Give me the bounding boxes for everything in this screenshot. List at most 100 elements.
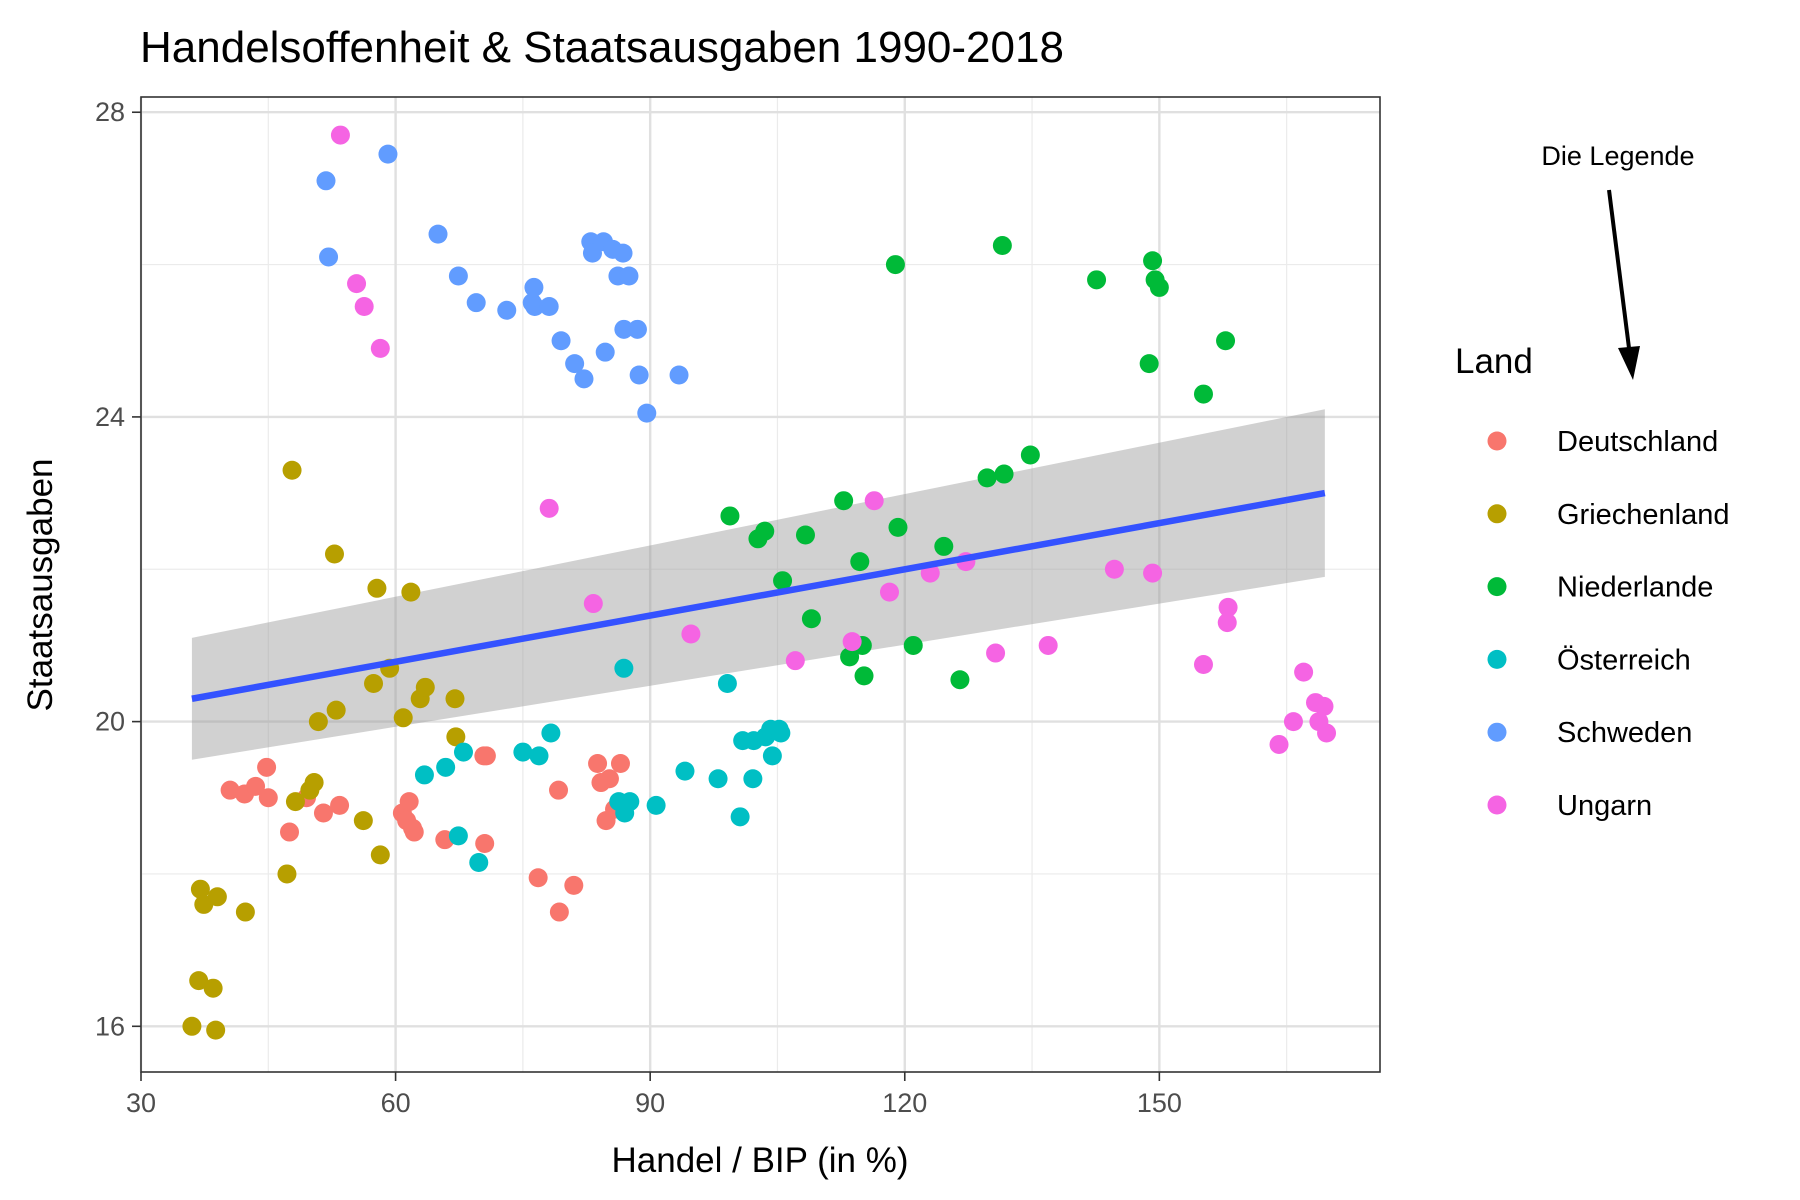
- x-tick-label: 120: [882, 1088, 927, 1118]
- legend-title: Land: [1455, 342, 1533, 381]
- y-tick-label: 24: [95, 402, 125, 432]
- data-point: [1314, 696, 1334, 716]
- data-point: [235, 902, 255, 922]
- data-point: [1143, 563, 1163, 583]
- data-point: [574, 369, 594, 389]
- data-point: [903, 635, 923, 655]
- plot-panel: [141, 97, 1380, 1072]
- data-point: [708, 769, 728, 789]
- data-point: [324, 544, 344, 564]
- data-point: [466, 293, 486, 313]
- data-point: [401, 582, 421, 602]
- y-tick-label: 28: [95, 97, 125, 127]
- data-point: [627, 319, 647, 339]
- data-point: [525, 296, 545, 316]
- data-point: [326, 700, 346, 720]
- legend-label: Griechenland: [1557, 499, 1730, 531]
- data-point: [308, 712, 328, 732]
- data-point: [720, 506, 740, 526]
- data-point: [885, 255, 905, 275]
- data-point: [646, 795, 666, 815]
- data-point: [529, 746, 549, 766]
- data-point: [551, 331, 571, 351]
- data-point: [182, 1016, 202, 1036]
- data-point: [539, 498, 559, 518]
- data-point: [629, 365, 649, 385]
- data-point: [513, 742, 533, 762]
- data-point: [370, 845, 390, 865]
- data-point: [762, 746, 782, 766]
- data-point: [1216, 331, 1236, 351]
- data-point: [1143, 251, 1163, 271]
- x-tick-label: 30: [126, 1088, 156, 1118]
- data-point: [934, 536, 954, 556]
- data-point: [541, 723, 561, 743]
- data-point: [842, 632, 862, 652]
- annotation-arrow: [1607, 189, 1640, 380]
- data-point: [614, 658, 634, 678]
- legend-key: [1487, 795, 1507, 815]
- data-point: [879, 582, 899, 602]
- data-point: [354, 296, 374, 316]
- data-point: [840, 647, 860, 667]
- data-point: [304, 773, 324, 793]
- x-axis: 30 60 90 120 150: [126, 1072, 1182, 1118]
- data-point: [669, 365, 689, 385]
- data-point: [316, 171, 336, 191]
- data-point: [367, 578, 387, 598]
- data-point: [469, 853, 489, 873]
- chart-title: Handelsoffenheit & Staatsausgaben 1990-2…: [140, 23, 1064, 72]
- y-tick-label: 16: [95, 1011, 125, 1041]
- data-point: [565, 354, 585, 374]
- data-point: [1020, 445, 1040, 465]
- data-point: [1104, 559, 1124, 579]
- data-point: [1087, 270, 1107, 290]
- data-point: [393, 708, 413, 728]
- x-axis-title: Handel / BIP (in %): [612, 1141, 909, 1180]
- data-point: [549, 780, 569, 800]
- data-point: [1294, 662, 1314, 682]
- data-point: [539, 296, 559, 316]
- data-point: [1139, 354, 1159, 374]
- data-point: [528, 868, 548, 888]
- data-point: [613, 243, 633, 263]
- annotation-label: Die Legende: [1541, 141, 1694, 171]
- data-point: [610, 754, 630, 774]
- data-point: [497, 300, 517, 320]
- data-point: [743, 769, 763, 789]
- confidence-band: [191, 409, 1325, 760]
- data-point: [448, 266, 468, 286]
- plot-border: [140, 96, 1381, 1073]
- data-point: [864, 491, 884, 511]
- data-point: [330, 795, 350, 815]
- legend-label: Ungarn: [1557, 790, 1652, 822]
- legend-key: [1487, 577, 1507, 597]
- data-point: [364, 674, 384, 694]
- data-point: [524, 277, 544, 297]
- data-point: [795, 525, 815, 545]
- data-point: [258, 788, 278, 808]
- data-point: [986, 643, 1006, 663]
- data-point: [445, 689, 465, 709]
- data-point: [189, 971, 209, 991]
- data-point: [1317, 723, 1337, 743]
- legend-key: [1487, 722, 1507, 742]
- data-point: [319, 247, 339, 267]
- data-point: [564, 875, 584, 895]
- data-point: [475, 833, 495, 853]
- data-point: [415, 677, 435, 697]
- legend-label: Niederlande: [1557, 572, 1713, 604]
- data-point: [950, 670, 970, 690]
- data-point: [773, 571, 793, 591]
- data-point: [404, 822, 424, 842]
- data-point: [220, 780, 240, 800]
- data-point: [730, 807, 750, 827]
- x-tick-label: 90: [635, 1088, 665, 1118]
- data-point: [378, 144, 398, 164]
- data-point: [207, 887, 227, 907]
- data-point: [1283, 712, 1303, 732]
- data-point: [246, 776, 266, 796]
- data-point: [619, 266, 639, 286]
- data-point: [428, 224, 448, 244]
